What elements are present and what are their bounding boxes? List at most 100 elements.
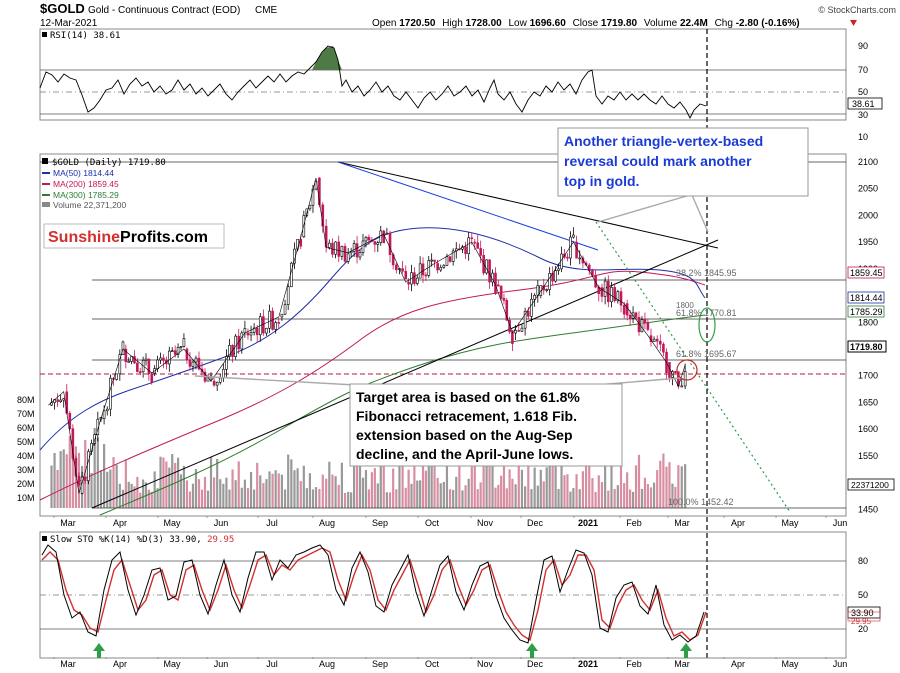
price-tick: 1950 — [858, 237, 878, 247]
volume-bar — [271, 473, 274, 508]
volume-bar — [461, 490, 464, 508]
rsi-fill-square — [42, 32, 47, 37]
sto-swatch — [42, 536, 47, 541]
candle-body — [442, 265, 446, 268]
volume-bar — [470, 456, 473, 508]
header-date: 12-Mar-2021 — [40, 18, 98, 29]
volume-bar — [455, 476, 458, 508]
volume-bar — [231, 469, 234, 508]
fib-label-618b: 61.8% 1695.67 — [676, 349, 737, 359]
candle-body — [280, 313, 284, 318]
volume-bar — [505, 488, 508, 508]
candle-body — [87, 451, 90, 481]
candle-body — [240, 332, 244, 350]
candle-body — [299, 239, 303, 247]
volume-bar — [139, 492, 142, 508]
candle-body — [436, 263, 439, 271]
trendline-blue — [337, 161, 599, 251]
volume-bar — [392, 468, 395, 508]
legend-ma300: MA(300) 1785.29 — [53, 190, 119, 200]
target-ellipse-green — [698, 307, 716, 343]
candle-body — [355, 243, 359, 258]
candle-body — [68, 412, 72, 429]
candle-body — [467, 237, 470, 255]
candle-body — [554, 270, 557, 282]
volume-bar — [680, 466, 683, 508]
volume-bar — [572, 488, 575, 508]
x-tick-label: Feb — [626, 659, 642, 669]
volume-bar — [584, 462, 588, 508]
volume-bar — [646, 483, 649, 508]
badge-close: 1719.80 — [850, 342, 883, 352]
badge-close-box — [847, 340, 887, 353]
candle-body — [401, 268, 404, 272]
fib-label-1800: 1800 — [676, 301, 694, 310]
candle-body — [346, 253, 350, 262]
volume-bar — [168, 467, 171, 508]
volume-bar — [259, 475, 262, 508]
volume-bar — [53, 452, 56, 508]
candle-body — [418, 263, 422, 279]
volume-bar — [588, 465, 591, 508]
brand-part1: Sunshine — [48, 229, 120, 246]
volume-bar — [293, 470, 296, 508]
x-tick-label: Aug — [319, 659, 335, 669]
volume-tick: 80M — [17, 395, 35, 405]
candle-body — [488, 259, 491, 283]
sto-badge-k: 33.90 — [851, 608, 874, 618]
volume-bar — [473, 463, 476, 508]
candle-body — [448, 256, 452, 262]
volume-bar — [436, 477, 439, 508]
price-tick: 1650 — [858, 397, 878, 407]
volume-bar — [358, 456, 362, 508]
volume-bar — [219, 479, 222, 508]
badge-ma300: 1785.29 — [850, 307, 883, 317]
x-tick-label: Feb — [626, 518, 642, 528]
volume-bar — [520, 469, 524, 508]
volume-bar — [668, 462, 671, 508]
candle-body — [421, 263, 425, 276]
rsi-last-badge-box — [847, 97, 883, 110]
candle-body — [71, 428, 75, 459]
price-badges: 1859.45 1814.44 1785.29 1719.80 22371200 — [847, 266, 895, 491]
price-tick: 2050 — [858, 184, 878, 194]
volume-bar — [136, 476, 139, 508]
volume-bar — [637, 454, 641, 508]
volume-bar — [203, 476, 207, 508]
volume-bar — [591, 478, 594, 508]
legend-swatch — [42, 202, 50, 207]
price-tick: 2000 — [858, 210, 878, 220]
volume-bar — [65, 454, 68, 508]
volume-bar — [302, 465, 305, 508]
candle-body — [343, 246, 347, 262]
volume-bar — [623, 483, 626, 508]
price-axis: 2100205020001950190018501800175017001650… — [858, 157, 878, 514]
candle-body — [514, 330, 517, 334]
candle-body — [680, 385, 684, 388]
candle-body — [228, 345, 231, 357]
volume-bar — [482, 466, 485, 508]
volume-bar — [649, 487, 653, 508]
candle-body — [367, 236, 371, 241]
volume-bar — [162, 457, 165, 508]
sto-tick: 20 — [858, 624, 868, 634]
candle-body — [283, 304, 287, 315]
volume-bar — [206, 490, 210, 508]
candle-body — [337, 241, 341, 257]
volume-bar — [90, 472, 93, 508]
volume-bar — [353, 462, 356, 508]
x-tick-label: Dec — [527, 659, 544, 669]
volume-bar — [147, 489, 150, 508]
legend-swatch — [42, 158, 48, 164]
candle-body — [268, 310, 271, 329]
candle-body — [358, 252, 362, 258]
candle-body — [308, 204, 312, 210]
volume-bar — [216, 458, 219, 508]
sto-tick: 50 — [858, 590, 868, 600]
volume-bar — [427, 460, 430, 508]
candle-body — [439, 267, 443, 271]
candle-body — [485, 259, 488, 274]
candle-body — [473, 241, 477, 244]
down-arrow-icon — [850, 20, 857, 26]
candle-body — [517, 330, 521, 332]
